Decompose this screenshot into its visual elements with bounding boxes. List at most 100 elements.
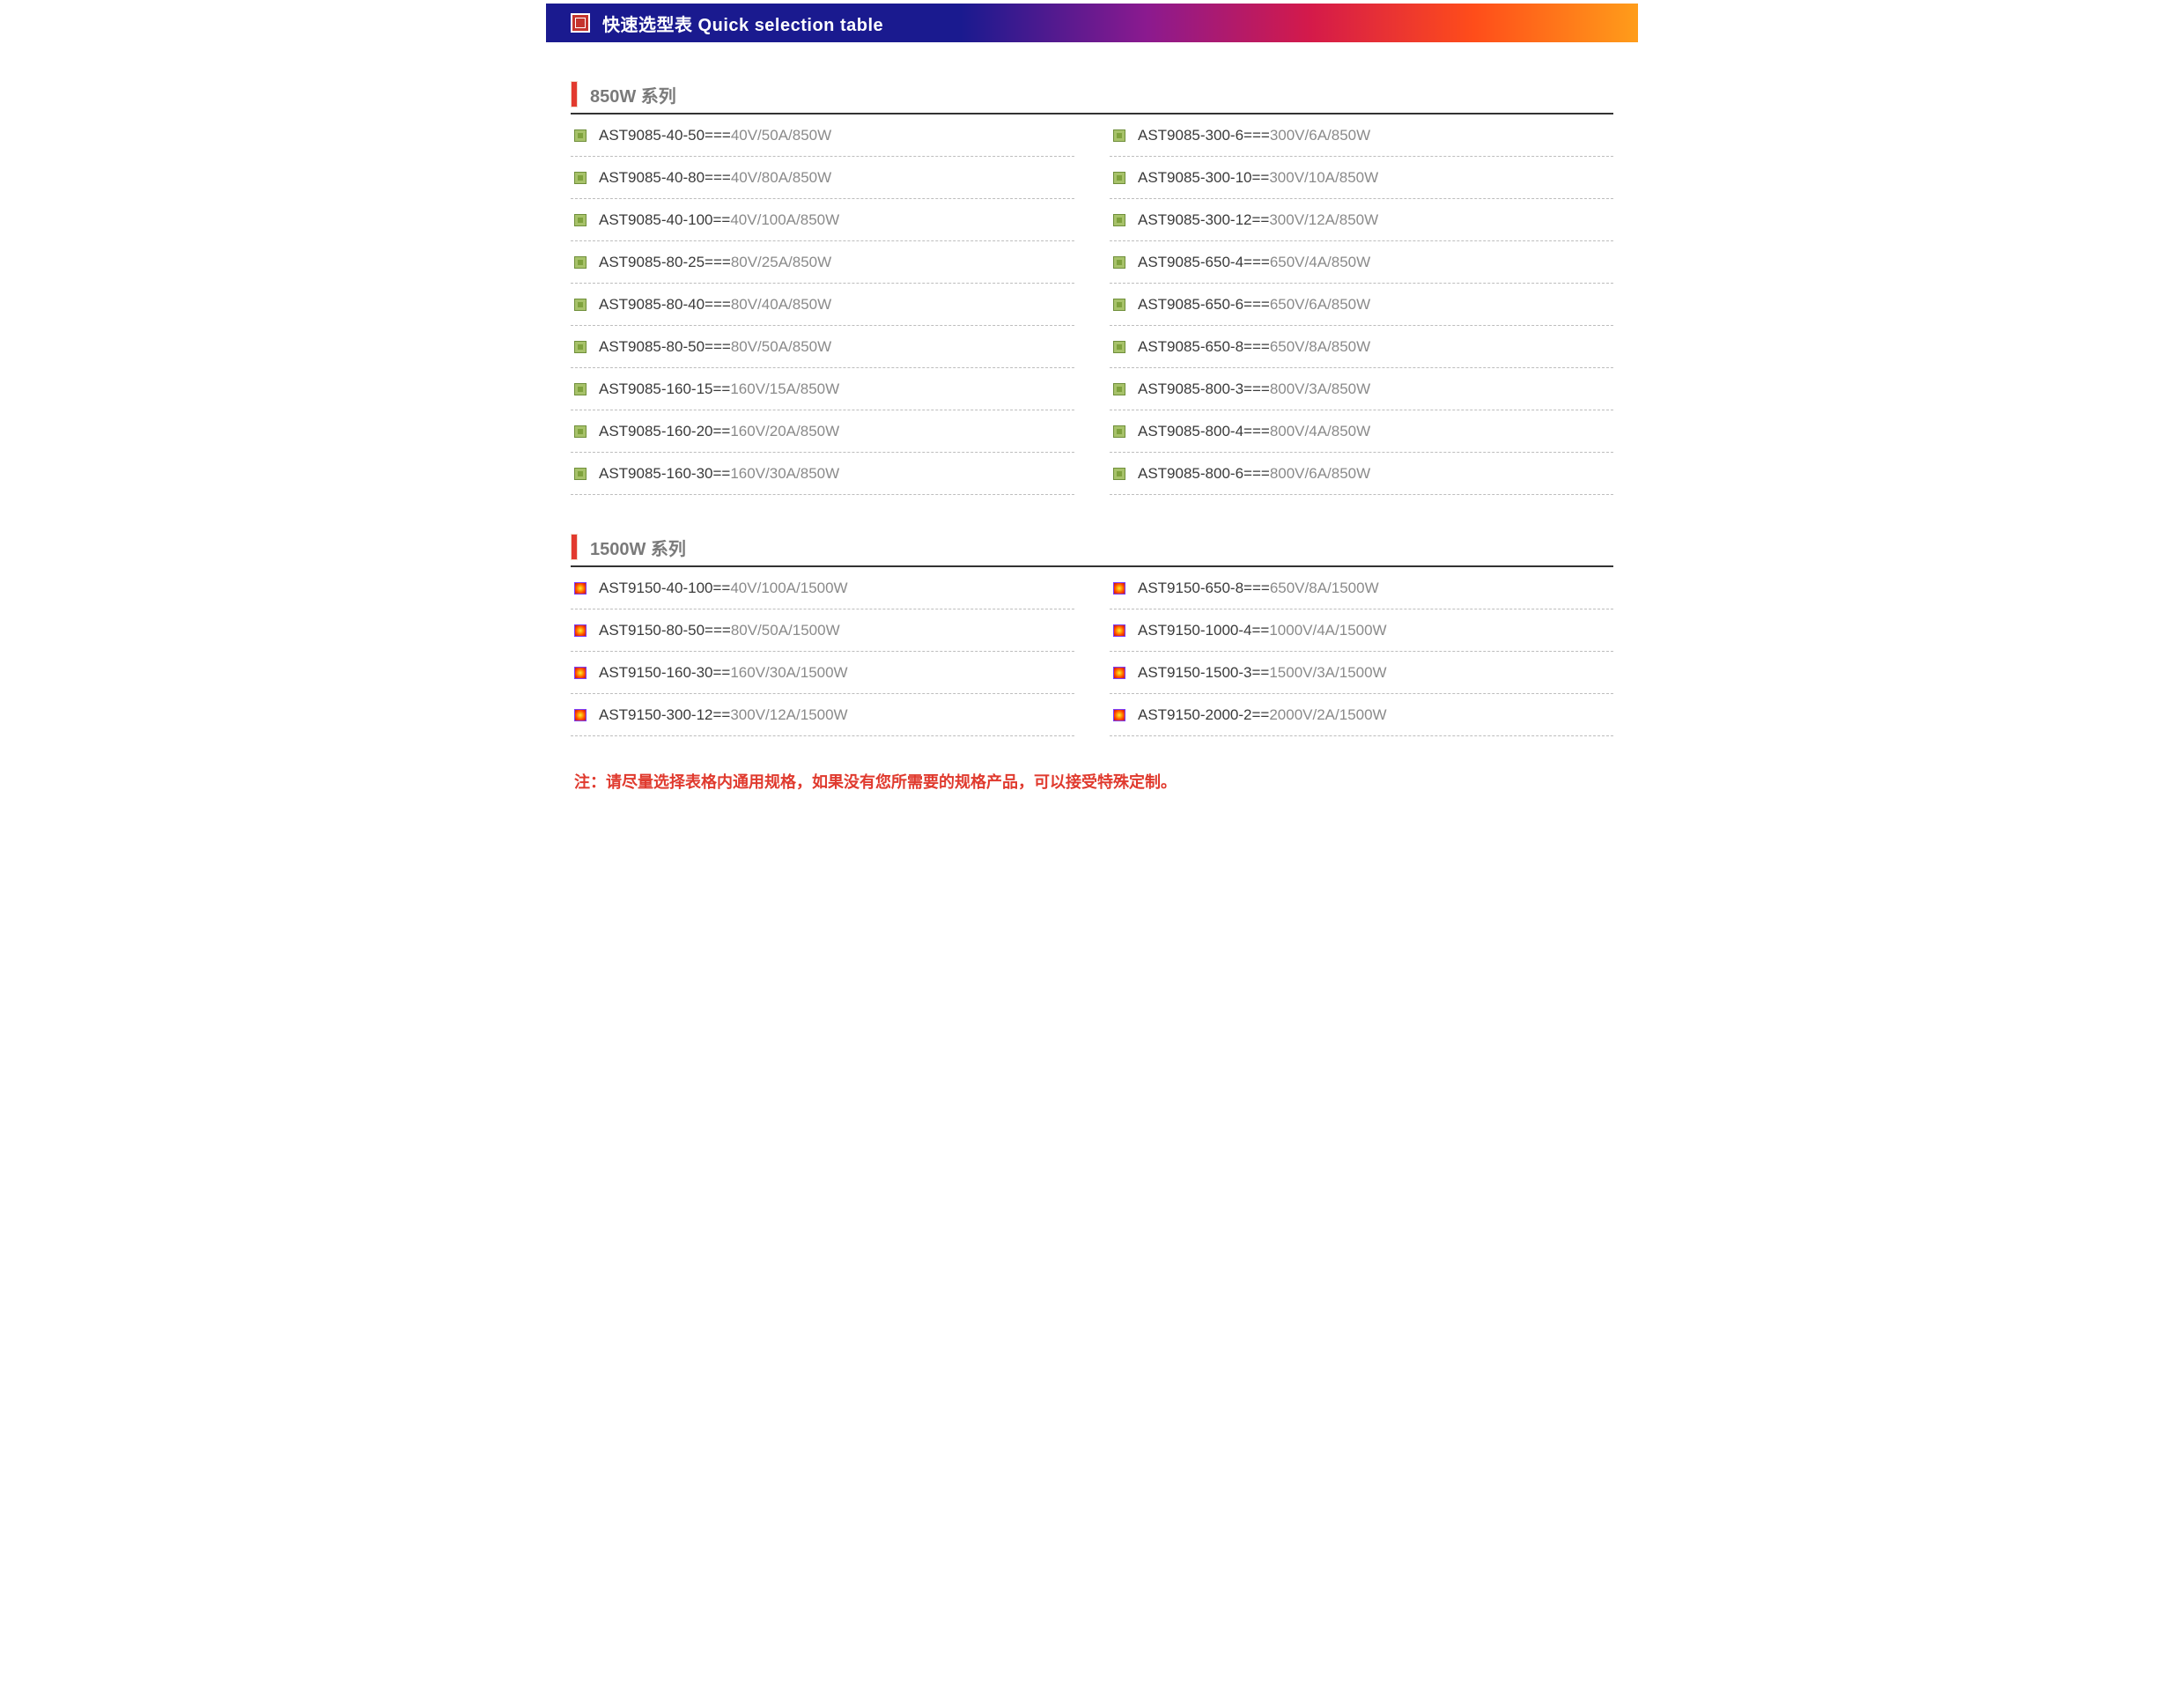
model-number: AST9085-300-6===: [1138, 127, 1270, 144]
spec-value: 300V/6A/850W: [1270, 127, 1370, 144]
model-number: AST9150-80-50===: [599, 622, 731, 639]
header-bar: 快速选型表 Quick selection table: [546, 4, 1638, 42]
row-label: AST9150-80-50===80V/50A/1500W: [599, 622, 840, 639]
spec-value: 40V/80A/850W: [731, 169, 831, 186]
row-label: AST9085-40-100==40V/100A/850W: [599, 211, 839, 229]
bullet-icon: [1113, 468, 1125, 480]
bullet-icon: [1113, 256, 1125, 269]
content: 850W 系列AST9085-40-50===40V/50A/850WAST90…: [546, 81, 1638, 793]
spec-value: 80V/25A/850W: [731, 254, 831, 270]
row-label: AST9085-650-4===650V/4A/850W: [1138, 254, 1370, 271]
model-number: AST9085-40-80===: [599, 169, 731, 186]
spec-value: 650V/6A/850W: [1270, 296, 1370, 313]
model-number: AST9085-160-15==: [599, 380, 730, 397]
selection-row: AST9085-800-3===800V/3A/850W: [1110, 368, 1613, 410]
selection-row: AST9085-300-6===300V/6A/850W: [1110, 114, 1613, 157]
spec-value: 40V/50A/850W: [731, 127, 831, 144]
row-label: AST9085-800-4===800V/4A/850W: [1138, 423, 1370, 440]
spec-value: 80V/50A/850W: [731, 338, 831, 355]
model-number: AST9085-650-8===: [1138, 338, 1270, 355]
model-number: AST9085-40-100==: [599, 211, 730, 228]
model-number: AST9085-800-6===: [1138, 465, 1270, 482]
section-mark-icon: [571, 81, 578, 107]
model-number: AST9085-40-50===: [599, 127, 731, 144]
selection-row: AST9085-300-10==300V/10A/850W: [1110, 157, 1613, 199]
selection-grid: AST9085-40-50===40V/50A/850W AST9085-40-8…: [571, 114, 1613, 495]
spec-value: 40V/100A/850W: [730, 211, 839, 228]
row-label: AST9150-40-100==40V/100A/1500W: [599, 580, 848, 597]
bullet-icon: [1113, 709, 1125, 721]
bullet-icon: [1113, 624, 1125, 637]
bullet-icon: [574, 425, 587, 438]
selection-column: AST9150-650-8===650V/8A/1500WAST9150-100…: [1110, 567, 1613, 736]
bullet-icon: [1113, 299, 1125, 311]
spec-value: 800V/3A/850W: [1270, 380, 1370, 397]
model-number: AST9150-650-8===: [1138, 580, 1270, 596]
spec-value: 300V/12A/850W: [1269, 211, 1378, 228]
spec-value: 160V/30A/1500W: [730, 664, 847, 681]
model-number: AST9085-160-20==: [599, 423, 730, 439]
selection-row: AST9085-40-50===40V/50A/850W: [571, 114, 1074, 157]
bullet-icon: [574, 341, 587, 353]
row-label: AST9150-1500-3==1500V/3A/1500W: [1138, 664, 1387, 682]
bullet-icon: [1113, 341, 1125, 353]
model-number: AST9085-80-50===: [599, 338, 731, 355]
row-label: AST9085-80-40===80V/40A/850W: [599, 296, 831, 314]
row-label: AST9085-160-30==160V/30A/850W: [599, 465, 839, 483]
footnote: 注：请尽量选择表格内通用规格，如果没有您所需要的规格产品，可以接受特殊定制。: [571, 770, 1613, 793]
bullet-icon: [574, 129, 587, 142]
spec-value: 80V/50A/1500W: [731, 622, 840, 639]
row-label: AST9085-300-6===300V/6A/850W: [1138, 127, 1370, 144]
model-number: AST9085-800-4===: [1138, 423, 1270, 439]
model-number: AST9085-650-6===: [1138, 296, 1270, 313]
model-number: AST9085-650-4===: [1138, 254, 1270, 270]
model-number: AST9150-2000-2==: [1138, 706, 1269, 723]
model-number: AST9150-160-30==: [599, 664, 730, 681]
bullet-icon: [574, 299, 587, 311]
selection-row: AST9085-160-30==160V/30A/850W: [571, 453, 1074, 495]
selection-column: AST9085-40-50===40V/50A/850W AST9085-40-8…: [571, 114, 1074, 495]
selection-column: AST9085-300-6===300V/6A/850WAST9085-300-…: [1110, 114, 1613, 495]
bullet-icon: [1113, 172, 1125, 184]
spec-value: 300V/12A/1500W: [730, 706, 847, 723]
bullet-icon: [574, 468, 587, 480]
spec-value: 1000V/4A/1500W: [1269, 622, 1386, 639]
selection-row: AST9085-800-4===800V/4A/850W: [1110, 410, 1613, 453]
bullet-icon: [574, 214, 587, 226]
bullet-icon: [574, 624, 587, 637]
row-label: AST9085-160-20==160V/20A/850W: [599, 423, 839, 440]
selection-row: AST9085-800-6===800V/6A/850W: [1110, 453, 1613, 495]
row-label: AST9085-800-6===800V/6A/850W: [1138, 465, 1370, 483]
selection-row: AST9085-80-40===80V/40A/850W: [571, 284, 1074, 326]
row-label: AST9085-800-3===800V/3A/850W: [1138, 380, 1370, 398]
selection-row: AST9150-2000-2==2000V/2A/1500W: [1110, 694, 1613, 736]
selection-row: AST9085-160-20==160V/20A/850W: [571, 410, 1074, 453]
section-title: 1500W 系列: [590, 535, 686, 560]
bullet-icon: [1113, 214, 1125, 226]
row-label: AST9085-300-12==300V/12A/850W: [1138, 211, 1378, 229]
selection-row: AST9085-80-25===80V/25A/850W: [571, 241, 1074, 284]
section-title: 850W 系列: [590, 82, 676, 107]
bullet-icon: [574, 172, 587, 184]
spec-value: 300V/10A/850W: [1269, 169, 1378, 186]
model-number: AST9085-300-10==: [1138, 169, 1269, 186]
header-square-icon: [571, 13, 590, 33]
selection-row: AST9085-650-8===650V/8A/850W: [1110, 326, 1613, 368]
spec-value: 2000V/2A/1500W: [1269, 706, 1386, 723]
model-number: AST9085-300-12==: [1138, 211, 1269, 228]
selection-row: AST9150-40-100==40V/100A/1500W: [571, 567, 1074, 609]
row-label: AST9085-80-50===80V/50A/850W: [599, 338, 831, 356]
selection-row: AST9085-80-50===80V/50A/850W: [571, 326, 1074, 368]
selection-row: AST9085-650-4===650V/4A/850W: [1110, 241, 1613, 284]
bullet-icon: [574, 256, 587, 269]
row-label: AST9085-300-10==300V/10A/850W: [1138, 169, 1378, 187]
row-label: AST9085-40-80===40V/80A/850W: [599, 169, 831, 187]
bullet-icon: [574, 383, 587, 395]
spec-value: 40V/100A/1500W: [730, 580, 847, 596]
model-number: AST9085-160-30==: [599, 465, 730, 482]
spec-value: 800V/6A/850W: [1270, 465, 1370, 482]
bullet-icon: [574, 667, 587, 679]
section-mark-icon: [571, 534, 578, 560]
model-number: AST9085-800-3===: [1138, 380, 1270, 397]
selection-row: AST9150-300-12==300V/12A/1500W: [571, 694, 1074, 736]
